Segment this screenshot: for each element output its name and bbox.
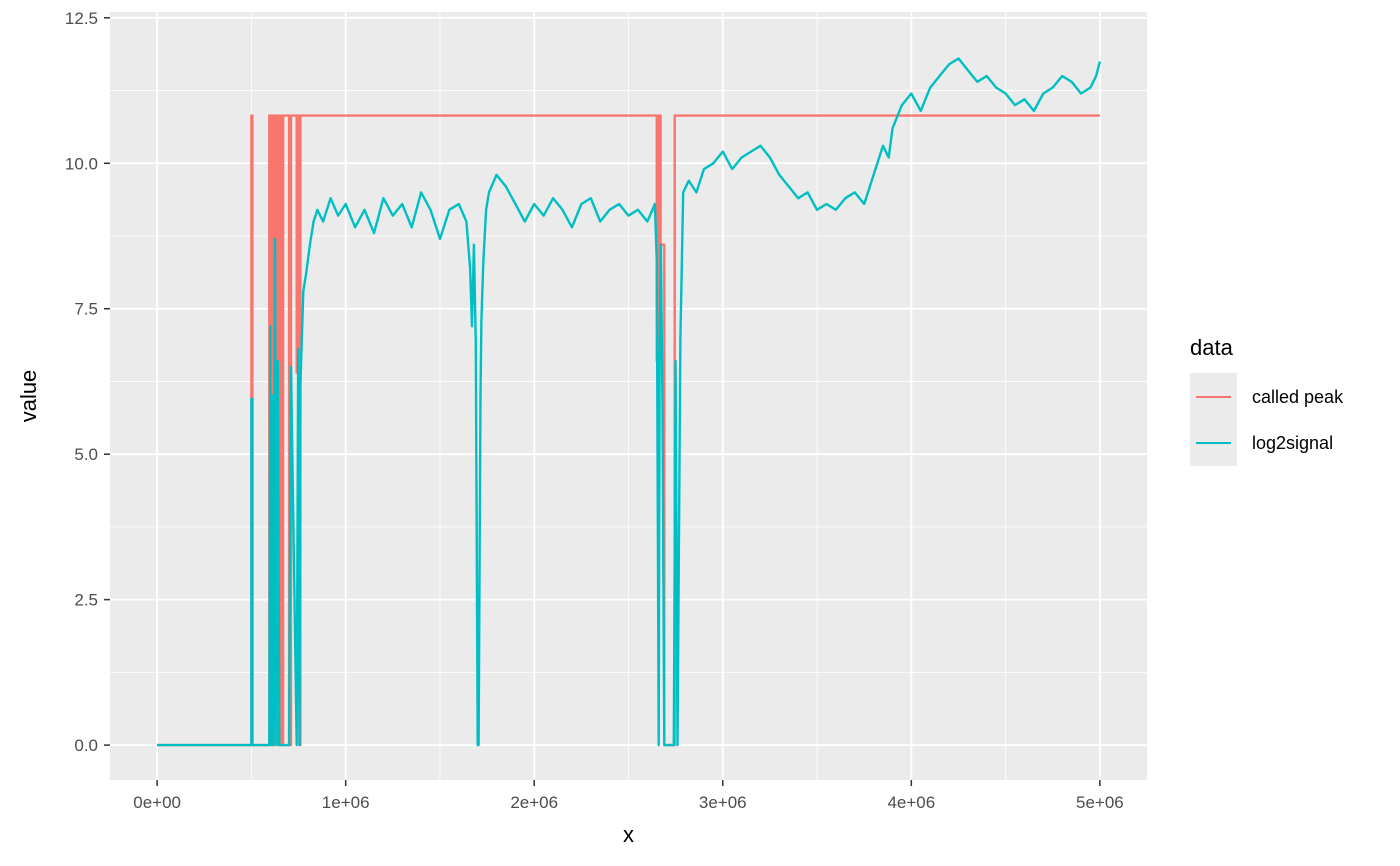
- x-tick-label: 1e+06: [322, 793, 370, 812]
- legend: data called peak log2signal: [1190, 335, 1344, 466]
- legend-title: data: [1190, 335, 1234, 360]
- y-tick-label: 7.5: [74, 300, 98, 319]
- legend-key-background: [1190, 373, 1237, 466]
- series-line-log2signal: [157, 57, 1102, 747]
- x-axis-title: x: [623, 822, 634, 847]
- x-axis: 0e+00 1e+06 2e+06 3e+06 4e+06 5e+06: [133, 780, 1124, 812]
- y-tick-label: 12.5: [65, 9, 98, 28]
- legend-label-log2signal: log2signal: [1252, 433, 1333, 453]
- x-tick-label: 5e+06: [1076, 793, 1124, 812]
- plot-area: [110, 12, 1147, 780]
- x-tick-label: 3e+06: [699, 793, 747, 812]
- x-tick-label: 0e+00: [133, 793, 181, 812]
- x-tick-label: 2e+06: [510, 793, 558, 812]
- y-tick-label: 0.0: [74, 736, 98, 755]
- y-tick-label: 2.5: [74, 591, 98, 610]
- legend-label-called-peak: called peak: [1252, 387, 1344, 407]
- y-axis: 0.0 2.5 5.0 7.5 10.0 12.5: [65, 9, 110, 755]
- y-tick-label: 5.0: [74, 445, 98, 464]
- x-tick-label: 4e+06: [887, 793, 935, 812]
- series-layer: [157, 57, 1102, 747]
- y-axis-title: value: [16, 370, 41, 423]
- y-tick-label: 10.0: [65, 154, 98, 173]
